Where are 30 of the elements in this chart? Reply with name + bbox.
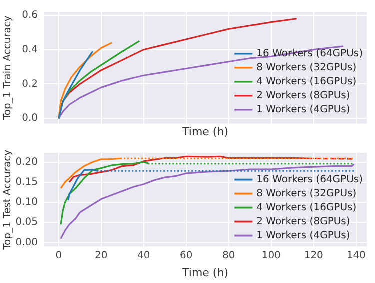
y-tick-label: 0.00 xyxy=(16,237,38,248)
legend-label: 8 Workers (32GPUs) xyxy=(256,62,357,74)
y-axis-title: Top_1 Train Accuracy xyxy=(2,16,14,122)
x-tick-label: 60 xyxy=(180,250,193,262)
legend-label: 16 Workers (64GPUs) xyxy=(256,174,364,186)
x-tick-label: 120 xyxy=(304,250,324,262)
x-tick-label: 40 xyxy=(138,250,150,262)
y-tick-label: 0.2 xyxy=(22,78,38,90)
legend-label: 4 Workers (16GPUs) xyxy=(256,202,357,214)
y-tick-label: 0.05 xyxy=(16,217,38,228)
y-tick-label: 0.4 xyxy=(22,44,38,56)
x-tick-label: 80 xyxy=(222,250,236,262)
x-axis-title: Time (h) xyxy=(182,266,228,280)
legend-label: 8 Workers (32GPUs) xyxy=(256,188,357,200)
legend-label: 2 Workers (8GPUs) xyxy=(256,90,350,102)
x-tick-label: 20 xyxy=(95,250,108,262)
legend-label: 1 Workers (4GPUs) xyxy=(256,230,350,242)
y-tick-label: 0.15 xyxy=(16,176,38,188)
x-tick-label: 140 xyxy=(346,250,366,262)
legend-label: 2 Workers (8GPUs) xyxy=(256,216,350,228)
y-tick-label: 0.20 xyxy=(16,156,38,168)
y-tick-label: 0.0 xyxy=(22,113,38,124)
y-tick-label: 0.10 xyxy=(16,197,38,208)
legend-label: 4 Workers (16GPUs) xyxy=(256,76,357,88)
y-axis-title: Top_1 Test Accuracy xyxy=(2,150,14,251)
x-tick-label: 100 xyxy=(262,250,281,262)
legend-label: 1 Workers (4GPUs) xyxy=(256,104,350,116)
x-axis-title: Time (h) xyxy=(182,125,228,138)
y-tick-label: 0.6 xyxy=(22,10,38,22)
x-tick-label: 0 xyxy=(56,250,62,262)
